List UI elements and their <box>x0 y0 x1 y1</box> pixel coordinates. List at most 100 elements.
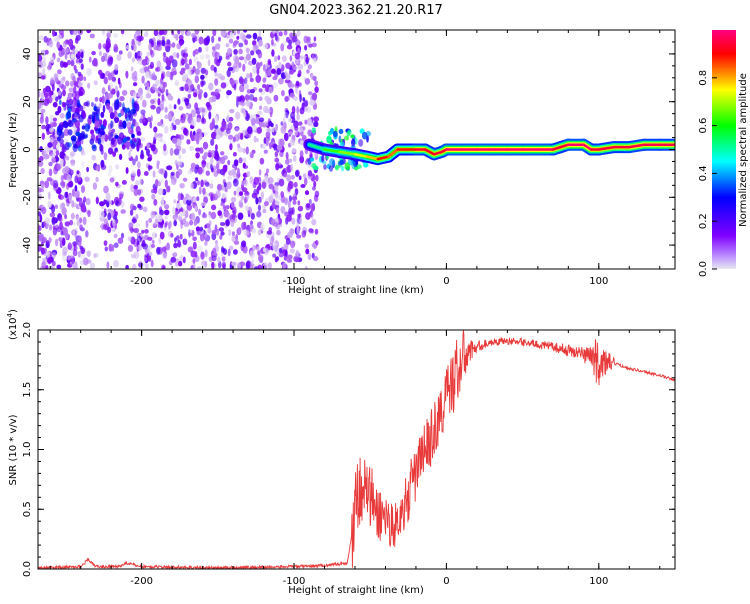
heatmap-cell <box>45 265 49 269</box>
heatmap-cell <box>48 127 55 133</box>
ridge-segment <box>387 148 399 158</box>
heatmap-cell <box>284 71 288 77</box>
heatmap-cell <box>52 227 58 236</box>
heatmap-cell <box>245 261 250 269</box>
colorbar: 0.0 0.2 0.4 0.6 0.8 Normalized spectral ampl… <box>698 30 749 277</box>
heatmap-cell <box>159 178 165 184</box>
heatmap-cell <box>235 111 241 120</box>
heatmap-cell <box>315 174 319 182</box>
heatmap-cell <box>48 161 53 167</box>
heatmap-cell <box>157 214 163 223</box>
heatmap-cell <box>299 155 305 164</box>
heatmap-cell <box>307 170 313 177</box>
heatmap-cell <box>71 200 75 208</box>
heatmap-cell <box>153 41 157 48</box>
heatmap-cell <box>211 261 215 269</box>
heatmap-cell <box>282 262 287 269</box>
heatmap-cell <box>351 138 356 147</box>
heatmap-cell <box>244 39 249 46</box>
heatmap-cell <box>139 67 145 74</box>
heatmap-cell <box>118 119 123 125</box>
heatmap-cell <box>75 34 81 41</box>
heatmap-cell <box>198 46 202 53</box>
heatmap-cell <box>64 214 67 220</box>
heatmap-cell <box>190 250 197 258</box>
heatmap-cell <box>47 256 52 265</box>
heatmap-cell <box>105 70 111 77</box>
heatmap-cell <box>193 133 200 142</box>
heatmap-cell <box>176 138 182 147</box>
heatmap-cell <box>72 90 77 99</box>
heatmap-cell <box>38 90 41 98</box>
heatmap-cell <box>299 55 304 60</box>
heatmap-cell <box>80 51 84 59</box>
heatmap-cell <box>229 143 233 151</box>
heatmap-cell <box>274 184 279 192</box>
heatmap-cell <box>61 182 65 189</box>
heatmap-cell <box>303 35 309 44</box>
heatmap-cell <box>234 127 240 132</box>
heatmap-cell <box>131 137 135 142</box>
heatmap-cell <box>207 162 211 170</box>
heatmap-cell <box>157 221 161 228</box>
heatmap-cell <box>48 136 54 143</box>
heatmap-cell <box>258 96 263 101</box>
heatmap-cell <box>250 50 255 56</box>
heatmap-cell <box>257 229 262 236</box>
heatmap-cell <box>162 265 166 269</box>
heatmap-cell <box>273 221 279 227</box>
heatmap-cell <box>141 75 145 84</box>
heatmap-cell <box>95 196 99 205</box>
heatmap-cell <box>258 117 265 122</box>
heatmap-cell <box>258 88 263 93</box>
heatmap-cell <box>110 138 115 146</box>
heatmap-cell <box>104 54 108 62</box>
heatmap-cell <box>126 121 132 130</box>
heatmap-cell <box>283 172 288 178</box>
heatmap-cell <box>78 73 84 82</box>
heatmap-cell <box>66 174 72 182</box>
heatmap-cell <box>162 55 169 63</box>
heatmap-cell <box>231 261 237 266</box>
heatmap-cell <box>193 92 198 98</box>
heatmap-cell <box>101 95 105 104</box>
heatmap-cell <box>267 68 272 77</box>
heatmap-cell <box>102 224 108 230</box>
heatmap-cell <box>132 158 136 166</box>
heatmap-cell <box>233 240 240 245</box>
heatmap-cell <box>297 121 303 126</box>
heatmap-cell <box>266 127 272 133</box>
heatmap-cell <box>167 221 171 231</box>
heatmap-cell <box>183 127 188 136</box>
heatmap-cell <box>264 175 268 183</box>
heatmap-cell <box>296 106 300 115</box>
heatmap-cell <box>132 216 137 224</box>
heatmap-cell <box>94 96 99 102</box>
heatmap-cell <box>58 99 62 105</box>
heatmap-cell <box>313 36 317 42</box>
heatmap-cell <box>262 143 267 150</box>
heatmap-cell <box>201 230 205 235</box>
heatmap-cell <box>55 149 60 156</box>
heatmap-cell <box>72 249 78 257</box>
heatmap-cell <box>192 236 197 242</box>
heatmap-cell <box>40 247 45 255</box>
heatmap-cell <box>79 252 86 260</box>
heatmap-cell <box>206 101 211 109</box>
snr-plot-frame <box>37 329 676 570</box>
heatmap-cell <box>136 235 142 243</box>
heatmap-cell <box>100 111 105 118</box>
heatmap-cell <box>243 110 247 119</box>
heatmap-cell <box>295 80 300 87</box>
snr-ytick-label: 1.0 <box>22 442 33 458</box>
heatmap-cell <box>213 129 217 135</box>
heatmap-cell <box>135 223 141 228</box>
heatmap-cell <box>177 192 181 201</box>
heatmap-cell <box>201 108 206 113</box>
snr-series <box>38 330 675 569</box>
heatmap-cell <box>157 135 163 142</box>
heatmap-cell <box>50 265 55 269</box>
heatmap-cell <box>143 171 149 176</box>
snr-xtick-label: -100 <box>283 576 306 587</box>
